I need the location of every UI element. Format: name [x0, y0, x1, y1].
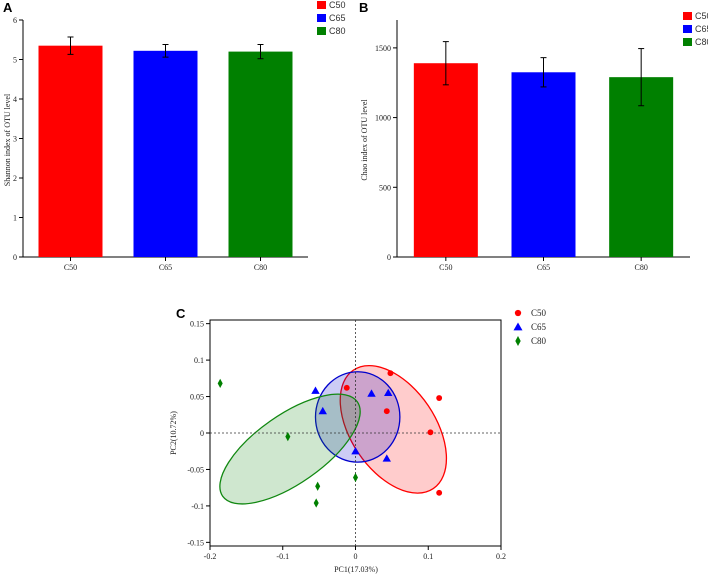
panel-a-bar-c65 [133, 50, 198, 258]
panel-b-legend-label: C80 [695, 37, 708, 47]
data-point-c50 [343, 384, 350, 391]
panel-b-y-tick-label: 500 [379, 183, 391, 192]
panel-b-legend: C50 C65 C80 [683, 11, 708, 47]
panel-c-y-tick-label: -0.15 [187, 538, 204, 547]
data-point-c65 [367, 389, 376, 397]
panel-b-legend-swatch-c80 [683, 38, 692, 46]
panel-b-legend-swatch-c50 [683, 12, 692, 20]
data-point-c50 [436, 489, 443, 496]
data-point-c50 [383, 408, 390, 415]
panel-c-letter: C [176, 306, 186, 321]
panel-c-y-tick-label: -0.05 [187, 465, 204, 474]
panel-a-legend-swatch-c50 [317, 1, 326, 9]
panel-b-y-tick-label: 1000 [375, 114, 391, 123]
panel-c-legend-marker-c80 [515, 336, 521, 346]
confidence-ellipse-c80 [219, 393, 361, 505]
panel-c-x-tick-label: 0.2 [496, 552, 506, 561]
data-point-c65 [311, 386, 320, 394]
panel-a-legend-swatch-c80 [317, 27, 326, 35]
panel-b-bar-c50 [413, 63, 478, 257]
panel-a-y-tick-label: 0 [13, 253, 17, 262]
panel-a-letter: A [3, 0, 13, 15]
panel-a-y-tick-label: 5 [13, 56, 17, 65]
panel-c-legend: C50 C65 C80 [513, 308, 547, 346]
panel-a-y-tick-label: 2 [13, 174, 17, 183]
panel-a-legend-swatch-c65 [317, 14, 326, 22]
panel-c-y-tick-label: 0 [200, 429, 204, 438]
panel-c-legend-label: C50 [531, 308, 547, 318]
panel-c-y-tick-label: -0.1 [191, 502, 204, 511]
panel-c-x-tick-label: 0 [354, 552, 358, 561]
panel-c-x-tick-label: -0.2 [204, 552, 217, 561]
panel-c-legend-label: C65 [531, 322, 547, 332]
panel-c-legend-marker-c65 [513, 322, 523, 331]
panel-c-x-tick-label: -0.1 [276, 552, 289, 561]
data-point-c65 [384, 388, 393, 397]
panel-a-bar-c50 [38, 45, 103, 257]
panel-b-letter: B [359, 0, 368, 15]
panel-c-y-tick-label: 0.05 [190, 393, 204, 402]
shannon-bar-chart: Shannon index of OTU level 0 1 2 3 4 5 6 C50 C65… [3, 0, 346, 272]
data-point-c80 [352, 472, 359, 483]
panel-b-y-tick-label: 1500 [375, 44, 391, 53]
panel-c-legend-label: C80 [531, 336, 547, 346]
panel-a-x-tick-label: C65 [159, 263, 172, 272]
panel-a-y-tick-label: 4 [13, 95, 17, 104]
panel-c-y-label: PC2(10.72%) [169, 411, 178, 455]
panel-a-y-label: Shannon index of OTU level [3, 93, 12, 186]
panel-c-x-label: PC1(17.03%) [334, 565, 378, 574]
panel-a-legend-label: C50 [329, 0, 346, 10]
panel-a-x-tick-label: C50 [64, 263, 77, 272]
panel-a-x-tick-label: C80 [254, 263, 267, 272]
panel-b-legend-label: C65 [695, 24, 708, 34]
panel-b-y-label: Chao index of OTU level [360, 99, 369, 181]
data-point-c50 [387, 370, 394, 377]
panel-b-y-tick-label: 0 [387, 253, 391, 262]
data-point-c65 [318, 406, 327, 415]
panel-a-y-tick-label: 6 [13, 16, 17, 25]
panel-b-x-tick-label: C80 [634, 263, 647, 272]
panel-a-y-tick-label: 3 [13, 135, 17, 144]
panel-a-y-tick-label: 1 [13, 214, 17, 223]
panel-c-y-tick-label: 0.15 [190, 320, 204, 329]
panel-b-legend-label: C50 [695, 11, 708, 21]
data-point-c50 [436, 395, 443, 401]
data-point-c80 [285, 432, 291, 442]
panel-b-bar-c65 [511, 72, 576, 257]
panel-b-x-tick-label: C50 [439, 263, 452, 272]
panel-a-bar-c80 [228, 51, 293, 257]
panel-c-y-tick-label: 0.1 [194, 356, 204, 365]
data-point-c65 [351, 447, 360, 455]
data-point-c80 [217, 378, 223, 389]
panel-c-x-tick-label: 0.1 [423, 552, 433, 561]
panel-a-legend-label: C80 [329, 26, 346, 36]
panel-a-legend: C50 C65 C80 [317, 0, 346, 36]
panel-c-legend-marker-c50 [514, 309, 522, 317]
panel-b-x-tick-label: C65 [537, 263, 550, 272]
data-point-c80 [315, 481, 321, 491]
pca-scatter-plot: -0.2 -0.1 0 0.1 0.2 -0.15 -0.1 -0.05 0 0.05 0.1 0.1… [169, 308, 547, 574]
panel-b-legend-swatch-c65 [683, 25, 692, 33]
data-point-c80 [313, 498, 319, 508]
panel-b-bar-c80 [609, 77, 674, 258]
panel-a-legend-label: C65 [329, 13, 346, 23]
data-point-c65 [382, 454, 391, 462]
data-point-c50 [427, 429, 434, 436]
